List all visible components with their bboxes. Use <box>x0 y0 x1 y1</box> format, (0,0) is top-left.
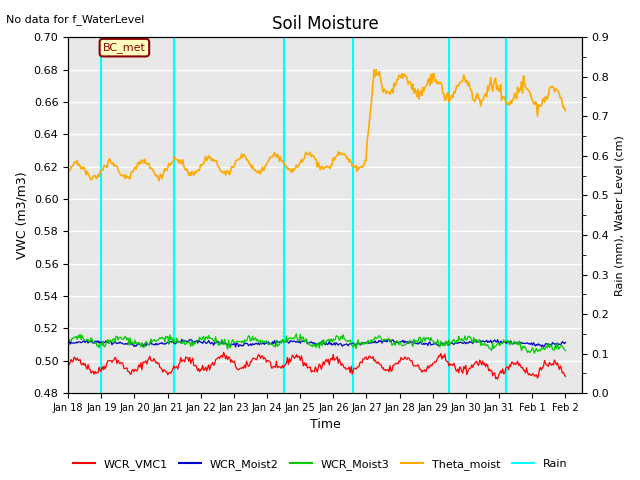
Y-axis label: Rain (mm), Water Level (cm): Rain (mm), Water Level (cm) <box>615 135 625 296</box>
Text: No data for f_WaterLevel: No data for f_WaterLevel <box>6 14 145 25</box>
X-axis label: Time: Time <box>310 419 340 432</box>
Y-axis label: VWC (m3/m3): VWC (m3/m3) <box>15 171 28 259</box>
Text: BC_met: BC_met <box>103 42 146 53</box>
Legend: WCR_VMC1, WCR_Moist2, WCR_Moist3, Theta_moist, Rain: WCR_VMC1, WCR_Moist2, WCR_Moist3, Theta_… <box>68 455 572 474</box>
Title: Soil Moisture: Soil Moisture <box>272 15 378 33</box>
